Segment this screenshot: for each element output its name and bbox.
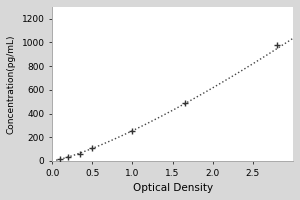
- Y-axis label: Concentration(pg/mL): Concentration(pg/mL): [7, 34, 16, 134]
- X-axis label: Optical Density: Optical Density: [133, 183, 213, 193]
